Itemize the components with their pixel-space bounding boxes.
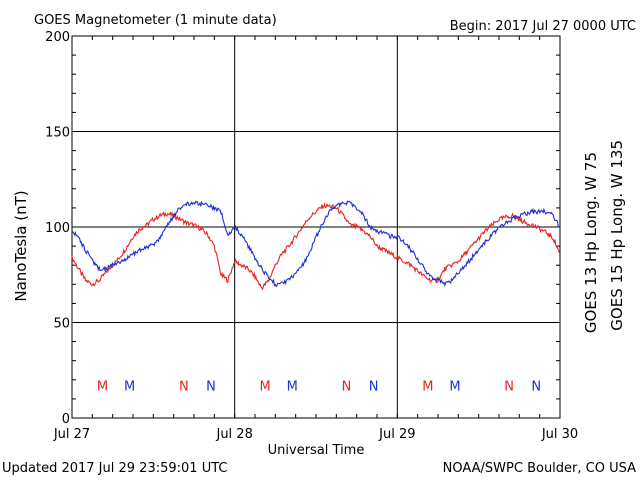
x-tick-label: Jul 27 xyxy=(53,427,90,442)
y-tick-label: 0 xyxy=(62,412,70,427)
series-lines xyxy=(71,200,561,291)
marker-m: M xyxy=(260,380,271,395)
marker-n: N xyxy=(342,380,352,395)
x-tick-label: Jul 29 xyxy=(378,427,415,442)
marker-n: N xyxy=(206,380,216,395)
x-axis-title: Universal Time xyxy=(268,443,365,458)
credit: NOAA/SWPC Boulder, CO USA xyxy=(443,461,636,476)
marker-m: M xyxy=(97,380,108,395)
marker-m: M xyxy=(287,380,298,395)
y-axis: 0 50 100 150 200 xyxy=(45,30,560,427)
marker-n: N xyxy=(369,380,379,395)
marker-n: N xyxy=(179,380,189,395)
marker-m: M xyxy=(449,380,460,395)
y-tick-label: 200 xyxy=(45,30,70,45)
series-line-0 xyxy=(71,202,561,291)
x-tick-label: Jul 30 xyxy=(541,427,578,442)
begin-time: Begin: 2017 Jul 27 0000 UTC xyxy=(450,19,636,34)
x-tick-label: Jul 28 xyxy=(215,427,252,442)
legend-goes13: GOES 13 Hp Long. W 75 xyxy=(582,152,600,333)
legend-goes15: GOES 15 Hp Long. W 135 xyxy=(608,140,626,331)
updated-time: Updated 2017 Jul 29 23:59:01 UTC xyxy=(2,461,227,476)
x-axis: Jul 27 Jul 28 Jul 29 Jul 30 xyxy=(53,36,578,442)
series-line-1 xyxy=(71,200,561,288)
marker-n: N xyxy=(504,380,514,395)
y-tick-label: 150 xyxy=(45,126,70,141)
y-tick-label: 100 xyxy=(45,221,70,236)
y-tick-label: 50 xyxy=(53,317,70,332)
marker-m: M xyxy=(124,380,135,395)
marker-n: N xyxy=(531,380,541,395)
y-axis-title: NanoTesla (nT) xyxy=(12,190,30,301)
marker-m: M xyxy=(422,380,433,395)
chart-title: GOES Magnetometer (1 minute data) xyxy=(34,13,277,28)
